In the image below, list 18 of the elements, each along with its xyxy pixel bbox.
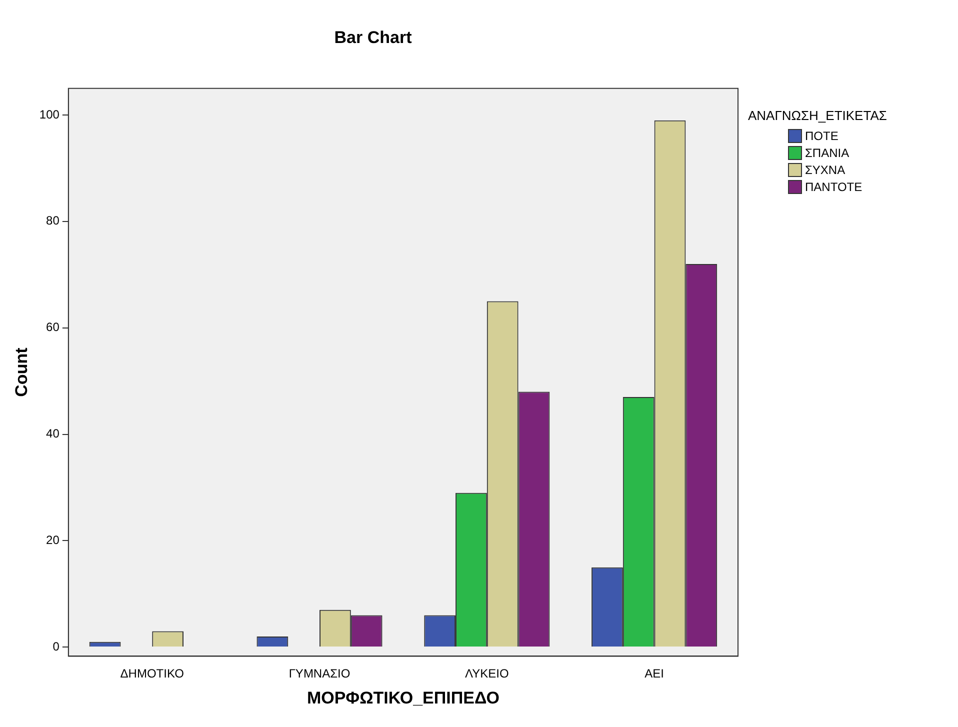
- y-tick-label: 80: [46, 214, 60, 228]
- x-tick-label: ΛΥΚΕΙΟ: [465, 666, 509, 681]
- legend-label: ΠΑΝΤΟΤΕ: [805, 180, 862, 194]
- y-tick-label: 60: [46, 320, 60, 334]
- y-tick-label: 40: [46, 426, 60, 441]
- y-axis-title: Count: [12, 347, 31, 397]
- chart-title: Bar Chart: [334, 28, 412, 47]
- legend-label: ΣΠΑΝΙΑ: [805, 146, 850, 160]
- x-tick-label: ΑΕΙ: [644, 666, 664, 681]
- legend-title: ΑΝΑΓΝΩΣΗ_ΕΤΙΚΕΤΑΣ: [748, 108, 887, 123]
- x-tick-label: ΔΗΜΟΤΙΚΟ: [120, 666, 184, 681]
- y-tick-label: 100: [39, 107, 60, 122]
- x-tick-label: ΓΥΜΝΑΣΙΟ: [288, 666, 350, 681]
- y-tick-label: 20: [46, 533, 60, 548]
- y-tick-label: 0: [52, 639, 60, 654]
- legend-label: ΣΥΧΝΑ: [805, 163, 846, 177]
- x-axis-title: ΜΟΡΦΩΤΙΚΟ_ΕΠΙΠΕΔΟ: [306, 688, 500, 708]
- legend-label: ΠΟΤΕ: [805, 129, 838, 143]
